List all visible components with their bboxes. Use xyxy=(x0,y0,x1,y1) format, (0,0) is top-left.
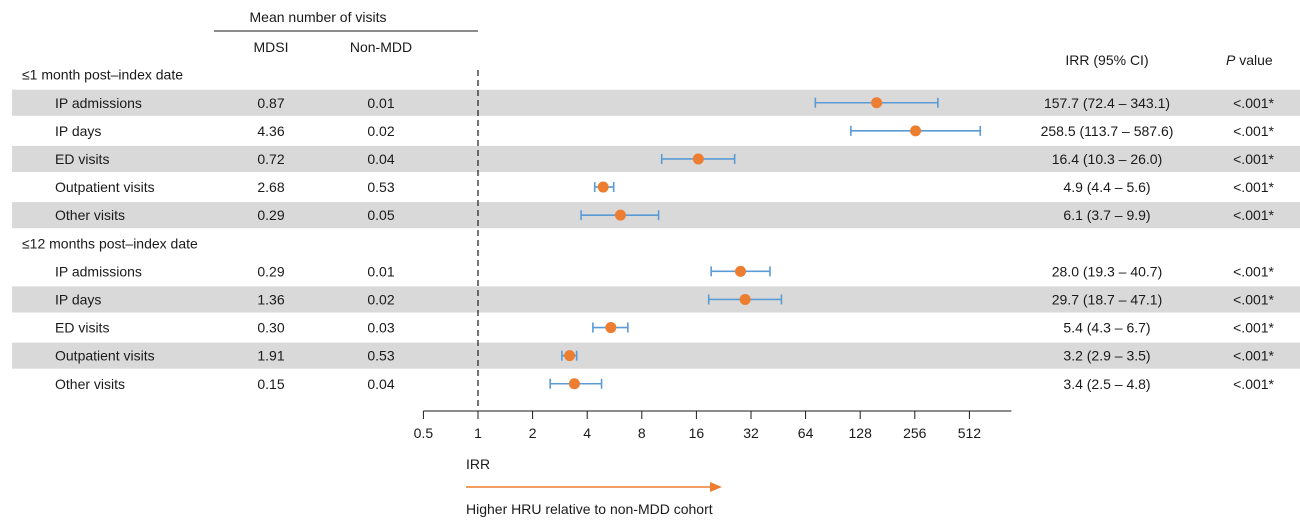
x-tick-label: 256 xyxy=(903,425,927,441)
row-label: Outpatient visits xyxy=(55,179,155,195)
row-label: Other visits xyxy=(55,207,125,223)
x-axis-label: IRR xyxy=(466,456,490,472)
row-label: Other visits xyxy=(55,376,125,392)
cell-nonmdd: 0.01 xyxy=(367,263,394,279)
cell-mdsi: 2.68 xyxy=(257,179,284,195)
section-title: ≤1 month post–index date xyxy=(22,67,183,83)
direction-arrow-label: Higher HRU relative to non-MDD cohort xyxy=(466,501,713,517)
x-tick-label: 128 xyxy=(849,425,873,441)
row-label: ED visits xyxy=(55,320,109,336)
column-header-mdsi: MDSI xyxy=(254,39,289,55)
cell-p-value: <.001* xyxy=(1233,376,1274,392)
x-tick-label: 1 xyxy=(474,425,482,441)
cell-nonmdd: 0.04 xyxy=(367,151,394,167)
point-estimate xyxy=(734,265,746,277)
x-tick-label: 32 xyxy=(743,425,759,441)
cell-p-value: <.001* xyxy=(1233,348,1274,364)
p-rest: value xyxy=(1235,52,1273,68)
cell-irr-ci: 157.7 (72.4 – 343.1) xyxy=(1044,95,1170,111)
cell-p-value: <.001* xyxy=(1233,291,1274,307)
point-estimate xyxy=(871,97,883,109)
cell-nonmdd: 0.02 xyxy=(367,291,394,307)
point-estimate xyxy=(564,350,576,362)
cell-nonmdd: 0.02 xyxy=(367,123,394,139)
x-tick-label: 64 xyxy=(798,425,814,441)
direction-arrow-head xyxy=(710,482,722,492)
cell-p-value: <.001* xyxy=(1233,123,1274,139)
plot-marks xyxy=(549,97,982,390)
x-tick-label: 2 xyxy=(529,425,537,441)
cell-nonmdd: 0.01 xyxy=(367,95,394,111)
cell-p-value: <.001* xyxy=(1233,207,1274,223)
table-rows: ≤1 month post–index date IP admissions 0.8… xyxy=(22,67,1275,392)
row-label: Outpatient visits xyxy=(55,348,155,364)
cell-mdsi: 1.91 xyxy=(257,348,284,364)
p-italic: P xyxy=(1226,52,1236,68)
cell-nonmdd: 0.05 xyxy=(367,207,394,223)
cell-irr-ci: 3.4 (2.5 – 4.8) xyxy=(1063,376,1150,392)
cell-p-value: <.001* xyxy=(1233,320,1274,336)
cell-irr-ci: 28.0 (19.3 – 40.7) xyxy=(1052,263,1163,279)
point-estimate xyxy=(910,125,922,137)
cell-irr-ci: 258.5 (113.7 – 587.6) xyxy=(1041,123,1174,139)
x-tick-label: 4 xyxy=(583,425,591,441)
cell-irr-ci: 29.7 (18.7 – 47.1) xyxy=(1052,291,1163,307)
point-estimate xyxy=(568,378,580,390)
row-band xyxy=(12,286,1300,313)
row-label: IP admissions xyxy=(55,95,142,111)
row-label: IP days xyxy=(55,291,101,307)
row-bands xyxy=(12,89,1300,369)
cell-mdsi: 0.30 xyxy=(257,320,284,336)
row-label: IP days xyxy=(55,123,101,139)
cell-irr-ci: 6.1 (3.7 – 9.9) xyxy=(1063,207,1150,223)
cell-mdsi: 1.36 xyxy=(257,291,284,307)
row-band xyxy=(12,89,1300,116)
row-label: IP admissions xyxy=(55,263,142,279)
cell-p-value: <.001* xyxy=(1233,95,1274,111)
x-tick-label: 512 xyxy=(958,425,982,441)
cell-nonmdd: 0.53 xyxy=(367,179,394,195)
point-estimate xyxy=(597,181,609,193)
cell-irr-ci: 16.4 (10.3 – 26.0) xyxy=(1052,151,1163,167)
cell-p-value: <.001* xyxy=(1233,151,1274,167)
cell-p-value: <.001* xyxy=(1233,179,1274,195)
cell-mdsi: 0.29 xyxy=(257,207,284,223)
cell-irr-ci: 3.2 (2.9 – 3.5) xyxy=(1063,348,1150,364)
cell-irr-ci: 5.4 (4.3 – 6.7) xyxy=(1063,320,1150,336)
cell-mdsi: 4.36 xyxy=(257,123,284,139)
x-tick-label: 8 xyxy=(638,425,646,441)
cell-nonmdd: 0.04 xyxy=(367,376,394,392)
point-estimate xyxy=(614,209,626,221)
column-header-nonmdd: Non-MDD xyxy=(350,39,412,55)
point-estimate xyxy=(739,293,751,305)
cell-mdsi: 0.72 xyxy=(257,151,284,167)
x-tick-label: 0.5 xyxy=(414,425,434,441)
cell-p-value: <.001* xyxy=(1233,263,1274,279)
cell-irr-ci: 4.9 (4.4 – 5.6) xyxy=(1063,179,1150,195)
column-header-irr: IRR (95% CI) xyxy=(1065,52,1148,68)
row-label: ED visits xyxy=(55,151,109,167)
group-title: Mean number of visits xyxy=(250,9,387,25)
cell-nonmdd: 0.53 xyxy=(367,348,394,364)
cell-nonmdd: 0.03 xyxy=(367,320,394,336)
cell-mdsi: 0.29 xyxy=(257,263,284,279)
point-estimate xyxy=(605,322,617,334)
point-estimate xyxy=(692,153,704,165)
x-axis: 0.5 1 2 4 8 16 32 64 128 256 512 xyxy=(414,410,1012,441)
x-tick-label: 16 xyxy=(689,425,705,441)
cell-mdsi: 0.15 xyxy=(257,376,284,392)
cell-mdsi: 0.87 xyxy=(257,95,284,111)
row-band xyxy=(12,342,1300,369)
column-header-p-value: P value xyxy=(1226,52,1273,68)
row-band xyxy=(12,145,1300,172)
section-title: ≤12 months post–index date xyxy=(22,235,198,251)
